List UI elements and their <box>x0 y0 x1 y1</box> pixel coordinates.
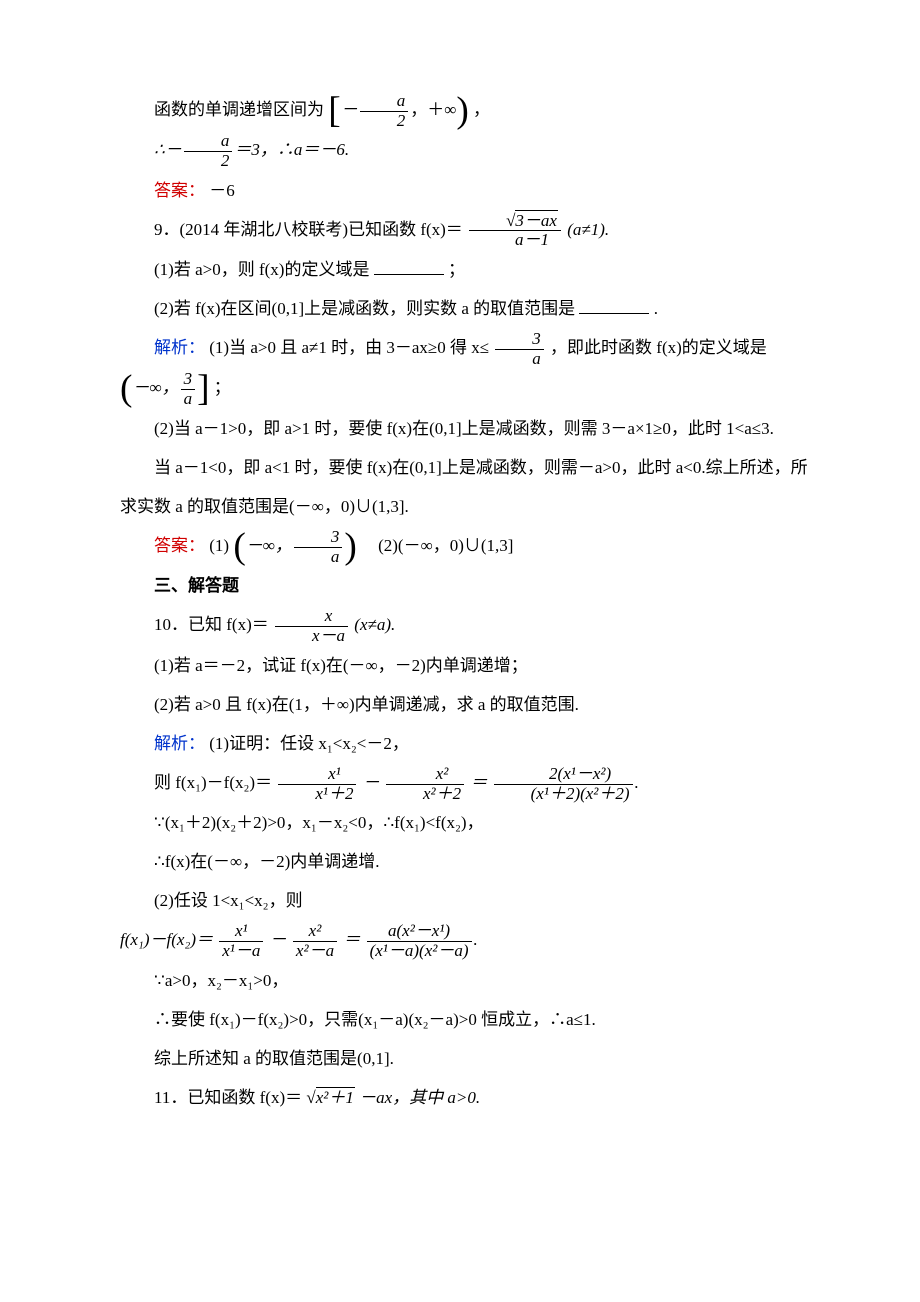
text: ； <box>214 378 231 397</box>
text: 函数的单调递增区间为 <box>154 100 324 119</box>
frac: xx－a <box>275 607 348 645</box>
text-line: 函数的单调递增区间为 [－a2，＋∞) ， <box>120 90 820 130</box>
question-9-1: (1)若 a>0，则 f(x)的定义域是 ； <box>120 250 820 289</box>
question-11: 11．已知函数 f(x)＝ √x²＋1 －ax，其中 a>0. <box>120 1078 820 1117</box>
question-10-1: (1)若 a＝－2，试证 f(x)在(－∞，－2)内单调递增； <box>120 646 820 685</box>
text: f(x₁)－f(x₂)＝ <box>120 930 213 949</box>
text-line: ∴f(x)在(－∞，－2)内单调递增. <box>120 842 820 881</box>
text: (x≠a). <box>354 615 395 634</box>
text: (1) <box>209 536 229 555</box>
math-expr: (－∞，3a] <box>120 378 214 397</box>
answer-line: 答案： －6 <box>120 171 820 210</box>
text: ，即此时函数 f(x)的定义域是 <box>550 338 767 357</box>
question-9-2: (2)若 f(x)在区间(0,1]上是减函数，则实数 a 的取值范围是 . <box>120 289 820 328</box>
answer-line: 答案： (1) (－∞，3a) (2)(－∞，0)∪(1,3] <box>120 526 820 566</box>
analysis-label: 解析： <box>154 734 205 753</box>
text: 当 a－1<0，即 a<1 时，要使 f(x)在(0,1]上是减函数，则需－a>… <box>120 458 808 516</box>
math-expr: √x²＋1 <box>306 1087 359 1107</box>
section-title: 三、解答题 <box>120 566 820 605</box>
text: 9．(2014 年湖北八校联考)已知函数 f(x)＝ <box>154 220 463 239</box>
text: (a≠1). <box>567 220 609 239</box>
question-9: 9．(2014 年湖北八校联考)已知函数 f(x)＝ √3－ax a－1 (a≠… <box>120 210 820 250</box>
text-line: 综上所述知 a 的取值范围是(0,1]. <box>120 1039 820 1078</box>
text: －ax，其中 a>0. <box>359 1088 480 1107</box>
text: 则 f(x₁)－f(x₂)＝ <box>154 773 272 792</box>
math-expr: ∴－a2＝3，∴a＝－6. <box>154 140 349 159</box>
text: (2)若 f(x)在区间(0,1]上是减函数，则实数 a 的取值范围是 <box>154 299 575 318</box>
text-line: (－∞，3a] ； <box>120 368 820 408</box>
text: 11．已知函数 f(x)＝ <box>154 1088 306 1107</box>
text: (1)证明：任设 x₁<x₂<－2， <box>209 734 409 753</box>
text-line: ∵(x₁＋2)(x₂＋2)>0，x₁－x₂<0，∴f(x₁)<f(x₂)， <box>120 803 820 842</box>
text: (1)当 a>0 且 a≠1 时，由 3－ax≥0 得 x≤ <box>209 338 489 357</box>
analysis-label: 解析： <box>154 338 205 357</box>
math-expr: (－∞，3a) <box>233 536 361 555</box>
question-10: 10．已知 f(x)＝ xx－a (x≠a). <box>120 605 820 645</box>
answer-label: 答案： <box>154 536 205 555</box>
analysis-line: 解析： (1)当 a>0 且 a≠1 时，由 3－ax≥0 得 x≤ 3a ，即… <box>120 328 820 368</box>
text: (2)当 a－1>0，即 a>1 时，要使 f(x)在(0,1]上是减函数，则需… <box>154 419 774 438</box>
analysis-line: 解析： (1)证明：任设 x₁<x₂<－2， <box>120 724 820 763</box>
math-expr: x¹x¹＋2 － x²x²＋2 ＝ 2(x¹－x²)(x¹＋2)(x²＋2). <box>276 773 639 792</box>
text: ； <box>448 260 465 279</box>
math-expr: [－a2，＋∞) <box>328 100 473 119</box>
text: . <box>654 299 658 318</box>
text-line: 当 a－1<0，即 a<1 时，要使 f(x)在(0,1]上是减函数，则需－a>… <box>120 448 820 526</box>
frac: 3a <box>495 330 544 368</box>
math-expr: x¹x¹－a － x²x²－a ＝ a(x²－x¹)(x¹－a)(x²－a). <box>217 930 478 949</box>
answer-label: 答案： <box>154 181 205 200</box>
text: (2)(－∞，0)∪(1,3] <box>361 536 513 555</box>
fill-blank <box>579 298 649 314</box>
calc-line: 则 f(x₁)－f(x₂)＝ x¹x¹＋2 － x²x²＋2 ＝ 2(x¹－x²… <box>120 763 820 803</box>
text-line: (2)当 a－1>0，即 a>1 时，要使 f(x)在(0,1]上是减函数，则需… <box>120 409 820 448</box>
text-line: ∴－a2＝3，∴a＝－6. <box>120 130 820 170</box>
math-expr: √3－ax a－1 <box>467 220 567 239</box>
text-line: (2)任设 1<x₁<x₂，则 <box>120 881 820 920</box>
answer-value: －6 <box>209 181 235 200</box>
text: 10．已知 f(x)＝ <box>154 615 269 634</box>
text-line: ∵a>0，x₂－x₁>0， <box>120 961 820 1000</box>
fill-blank <box>374 259 444 275</box>
text-line: ∴要使 f(x₁)－f(x₂)>0，只需(x₁－a)(x₂－a)>0 恒成立，∴… <box>120 1000 820 1039</box>
text: (1)若 a>0，则 f(x)的定义域是 <box>154 260 369 279</box>
question-10-2: (2)若 a>0 且 f(x)在(1，＋∞)内单调递减，求 a 的取值范围. <box>120 685 820 724</box>
calc-line: f(x₁)－f(x₂)＝ x¹x¹－a － x²x²－a ＝ a(x²－x¹)(… <box>120 920 820 960</box>
